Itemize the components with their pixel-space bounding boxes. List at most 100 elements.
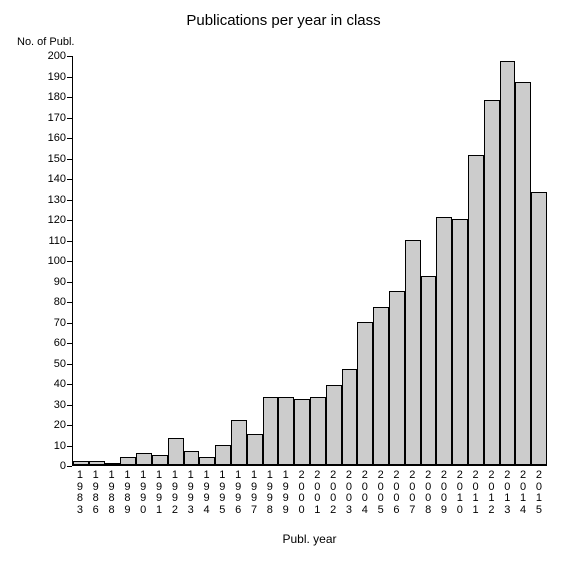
x-tick-label: 2002 [325, 470, 341, 516]
y-tick-mark [67, 97, 72, 98]
bar [531, 192, 547, 465]
y-tick-mark [67, 118, 72, 119]
x-axis-tick-labels: 1983198619881989199019911992199319941995… [72, 470, 547, 516]
x-tick-label: 1993 [183, 470, 199, 516]
x-axis-label: Publ. year [72, 532, 547, 546]
y-tick-label: 120 [38, 214, 66, 226]
y-tick-label: 20 [38, 419, 66, 431]
x-tick-label: 2004 [357, 470, 373, 516]
bar [231, 420, 247, 465]
y-tick-mark [67, 56, 72, 57]
y-tick-mark [67, 323, 72, 324]
x-tick-label: 2009 [436, 470, 452, 516]
x-tick-label: 1994 [199, 470, 215, 516]
y-tick-mark [67, 282, 72, 283]
x-tick-label: 2005 [373, 470, 389, 516]
bar [89, 461, 105, 465]
y-tick-label: 150 [38, 153, 66, 165]
x-tick-label: 1995 [214, 470, 230, 516]
bar [278, 397, 294, 465]
y-tick-mark [67, 138, 72, 139]
bar [515, 82, 531, 465]
bar [152, 455, 168, 465]
y-tick-mark [67, 159, 72, 160]
x-tick-label: 2011 [468, 470, 484, 516]
x-tick-label: 2013 [499, 470, 515, 516]
x-tick-label: 1983 [72, 470, 88, 516]
bar [294, 399, 310, 465]
y-tick-label: 0 [38, 460, 66, 472]
y-tick-label: 10 [38, 440, 66, 452]
bar [184, 451, 200, 465]
x-tick-label: 2010 [452, 470, 468, 516]
y-tick-label: 180 [38, 91, 66, 103]
bar [73, 461, 89, 465]
y-axis-label: No. of Publ. [17, 36, 74, 48]
y-tick-mark [67, 200, 72, 201]
x-tick-label: 1996 [230, 470, 246, 516]
y-tick-label: 200 [38, 50, 66, 62]
x-tick-label: 1997 [246, 470, 262, 516]
x-tick-label: 2006 [389, 470, 405, 516]
x-tick-label: 2015 [531, 470, 547, 516]
y-tick-label: 40 [38, 378, 66, 390]
x-tick-label: 2003 [341, 470, 357, 516]
x-tick-label: 1999 [278, 470, 294, 516]
y-tick-mark [67, 405, 72, 406]
bar [373, 307, 389, 465]
y-tick-label: 110 [38, 235, 66, 247]
bar [468, 155, 484, 465]
y-tick-label: 50 [38, 358, 66, 370]
bar [326, 385, 342, 465]
plot-area [72, 56, 547, 466]
x-tick-label: 1998 [262, 470, 278, 516]
y-tick-label: 80 [38, 296, 66, 308]
y-tick-mark [67, 220, 72, 221]
x-tick-label: 1989 [119, 470, 135, 516]
y-tick-mark [67, 446, 72, 447]
y-tick-label: 160 [38, 132, 66, 144]
x-tick-label: 2014 [515, 470, 531, 516]
y-tick-label: 170 [38, 112, 66, 124]
bar [310, 397, 326, 465]
x-tick-label: 2008 [420, 470, 436, 516]
bar [342, 369, 358, 465]
bar [136, 453, 152, 465]
bar [120, 457, 136, 465]
bar [484, 100, 500, 465]
bar [247, 434, 263, 465]
x-tick-label: 1988 [104, 470, 120, 516]
bars-container [73, 56, 547, 465]
y-tick-label: 190 [38, 71, 66, 83]
y-tick-mark [67, 384, 72, 385]
y-tick-label: 100 [38, 255, 66, 267]
y-tick-label: 60 [38, 337, 66, 349]
chart-title: Publications per year in class [0, 12, 567, 29]
bar [105, 463, 121, 465]
bar [215, 445, 231, 466]
y-tick-label: 70 [38, 317, 66, 329]
publications-bar-chart: Publications per year in class No. of Pu… [0, 0, 567, 567]
y-tick-mark [67, 77, 72, 78]
y-tick-label: 130 [38, 194, 66, 206]
x-tick-label: 2007 [404, 470, 420, 516]
bar [199, 457, 215, 465]
bar [436, 217, 452, 465]
bar [263, 397, 279, 465]
bar [389, 291, 405, 465]
bar [421, 276, 437, 465]
x-tick-label: 2012 [484, 470, 500, 516]
bar [357, 322, 373, 466]
y-tick-mark [67, 364, 72, 365]
x-tick-label: 1986 [88, 470, 104, 516]
y-tick-mark [67, 302, 72, 303]
y-tick-mark [67, 343, 72, 344]
y-tick-label: 90 [38, 276, 66, 288]
x-tick-label: 1992 [167, 470, 183, 516]
bar [500, 61, 516, 465]
x-tick-label: 1990 [135, 470, 151, 516]
y-tick-label: 140 [38, 173, 66, 185]
y-tick-mark [67, 466, 72, 467]
y-tick-mark [67, 179, 72, 180]
y-tick-label: 30 [38, 399, 66, 411]
